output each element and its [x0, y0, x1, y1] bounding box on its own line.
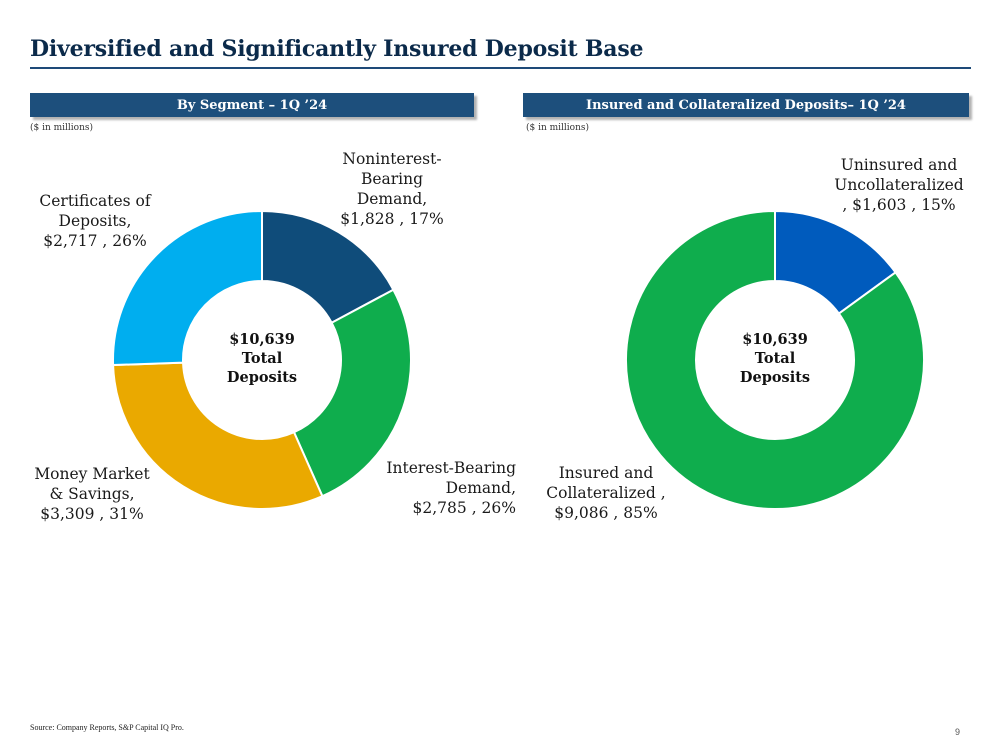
center-total-word: Total: [754, 350, 796, 367]
donut-slice-money-market-savings: [112, 361, 324, 510]
page-title: Diversified and Significantly Insured De…: [30, 36, 644, 62]
donut-slice-interest-bearing-demand: [292, 288, 412, 498]
label-line: Certificates of: [39, 192, 151, 210]
label-noninterest-bearing: Noninterest- Bearing Demand, $1,828 , 17…: [333, 149, 451, 229]
label-line: $3,309 , 31%: [40, 505, 144, 523]
center-total-value: $10,639: [742, 331, 808, 348]
label-line: Uninsured and: [840, 156, 958, 174]
label-insured: Insured and Collateralized , $9,086 , 85…: [538, 463, 674, 523]
insured-chart-units: ($ in millions): [526, 123, 590, 133]
label-line: Demand,: [445, 479, 516, 497]
segment-chart-banner: By Segment – 1Q ’24: [30, 93, 474, 117]
page-number: 9: [955, 727, 961, 737]
label-line: Deposits,: [58, 212, 132, 230]
insured-chart-banner: Insured and Collateralized Deposits– 1Q …: [523, 93, 969, 117]
source-note: Source: Company Reports, S&P Capital IQ …: [30, 723, 184, 732]
label-interest-bearing: Interest-Bearing Demand, $2,785 , 26%: [378, 458, 516, 518]
label-line: Demand,: [356, 190, 428, 208]
insured-center-label: $10,639 Total Deposits: [715, 330, 835, 387]
label-line: $2,785 , 26%: [412, 499, 516, 517]
segment-donut-chart: [112, 209, 412, 510]
label-money-market: Money Market & Savings, $3,309 , 31%: [24, 464, 160, 524]
segment-chart-units: ($ in millions): [30, 123, 94, 133]
center-total-value: $10,639: [229, 331, 295, 348]
label-line: $1,828 , 17%: [340, 210, 444, 228]
insured-donut-chart: [625, 209, 925, 510]
label-line: Bearing: [360, 170, 424, 188]
label-certificates: Certificates of Deposits, $2,717 , 26%: [30, 191, 160, 251]
center-deposits-word: Deposits: [226, 369, 298, 386]
label-line: & Savings,: [49, 485, 135, 503]
center-total-word: Total: [241, 350, 283, 367]
center-deposits-word: Deposits: [739, 369, 811, 386]
donut-slice-certificates-of-deposits: [112, 209, 263, 367]
label-line: $2,717 , 26%: [43, 232, 147, 250]
label-line: Money Market: [34, 465, 150, 483]
label-uninsured: Uninsured and Uncollateralized , $1,603 …: [826, 155, 972, 215]
label-line: , $1,603 , 15%: [842, 196, 956, 214]
label-line: Interest-Bearing: [386, 459, 516, 477]
segment-center-label: $10,639 Total Deposits: [202, 330, 322, 387]
label-line: $9,086 , 85%: [554, 504, 658, 522]
donut-slice-insured-and-collateralized: [625, 209, 925, 510]
title-divider: [30, 67, 971, 69]
label-line: Noninterest-: [342, 150, 442, 168]
label-line: Insured and: [558, 464, 654, 482]
label-line: Uncollateralized: [834, 176, 964, 194]
label-line: Collateralized ,: [546, 484, 666, 502]
